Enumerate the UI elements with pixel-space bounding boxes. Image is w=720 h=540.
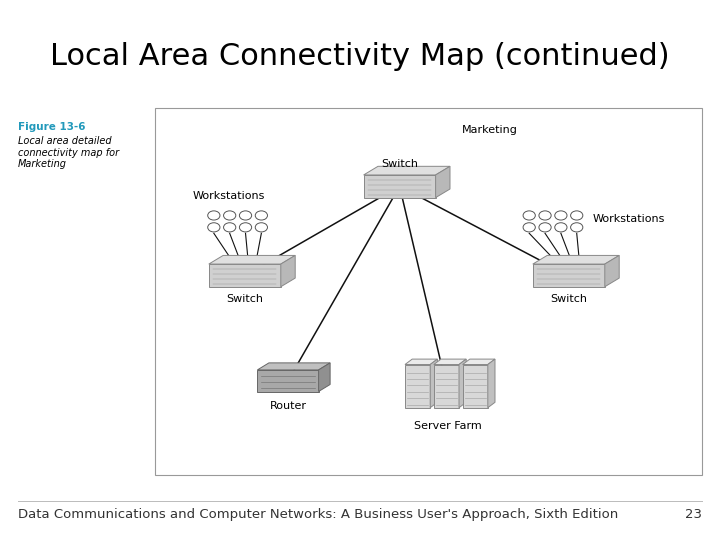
Polygon shape [436, 166, 450, 198]
Polygon shape [463, 359, 495, 364]
Text: Local area detailed
connectivity map for
Marketing: Local area detailed connectivity map for… [18, 136, 119, 169]
FancyBboxPatch shape [209, 264, 281, 287]
Text: Switch: Switch [226, 294, 264, 304]
Text: Figure 13-6: Figure 13-6 [18, 122, 86, 132]
Polygon shape [533, 255, 619, 264]
Text: Local Area Connectivity Map (continued): Local Area Connectivity Map (continued) [50, 42, 670, 71]
Polygon shape [459, 359, 467, 408]
FancyBboxPatch shape [405, 364, 431, 408]
Polygon shape [281, 255, 295, 287]
Text: 23: 23 [685, 508, 702, 521]
Bar [155, 108, 702, 475]
Text: Server Farm: Server Farm [414, 421, 482, 431]
Polygon shape [319, 363, 330, 391]
FancyBboxPatch shape [433, 364, 459, 408]
FancyBboxPatch shape [364, 175, 436, 198]
Polygon shape [430, 359, 438, 408]
Polygon shape [405, 359, 438, 364]
Polygon shape [605, 255, 619, 287]
Polygon shape [209, 255, 295, 264]
Text: Switch: Switch [381, 159, 418, 170]
Text: Workstations: Workstations [593, 214, 665, 224]
Text: Data Communications and Computer Networks: A Business User's Approach, Sixth Edi: Data Communications and Computer Network… [18, 508, 618, 521]
Text: Marketing: Marketing [462, 125, 518, 134]
Text: Switch: Switch [550, 294, 588, 304]
FancyBboxPatch shape [533, 264, 605, 287]
Polygon shape [433, 359, 467, 364]
Polygon shape [488, 359, 495, 408]
Polygon shape [364, 166, 450, 175]
FancyBboxPatch shape [463, 364, 488, 408]
Polygon shape [258, 363, 330, 370]
Text: Router: Router [269, 401, 307, 411]
FancyBboxPatch shape [258, 370, 319, 392]
Text: Workstations: Workstations [193, 191, 265, 201]
